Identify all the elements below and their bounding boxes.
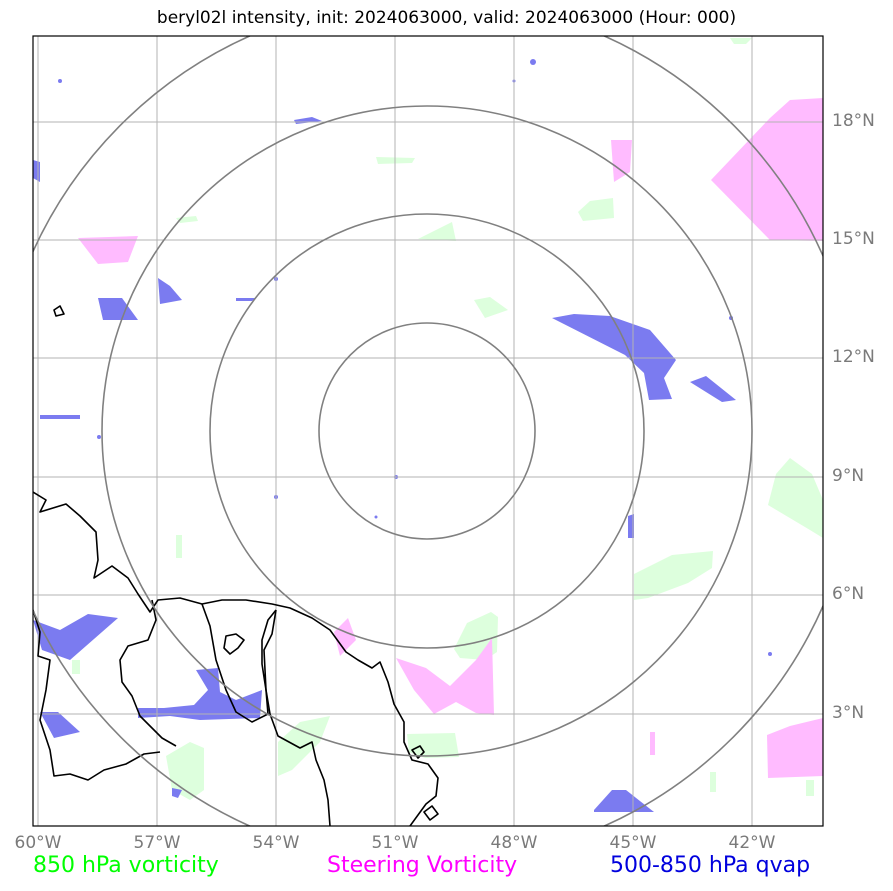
qvap-spot xyxy=(58,79,62,83)
qvap-patch xyxy=(158,278,182,304)
range-ring xyxy=(318,322,536,540)
lon-label: 54°W xyxy=(252,833,300,853)
french-guiana-border xyxy=(263,609,331,826)
vorticity-patch xyxy=(176,535,182,558)
lat-label: 12°N xyxy=(832,347,875,367)
suriname-border xyxy=(201,603,277,723)
vorticity-patch xyxy=(578,198,614,221)
range-ring xyxy=(101,105,753,757)
steering-vorticity-patch xyxy=(650,732,655,755)
vorticity-patch xyxy=(634,551,713,600)
vorticity-patch xyxy=(474,297,508,318)
vorticity-patch xyxy=(418,222,456,241)
lat-label: 18°N xyxy=(832,111,875,131)
steering-vorticity-patch xyxy=(767,718,823,778)
qvap-patch xyxy=(236,298,256,301)
steering-vorticity-patch xyxy=(711,98,823,241)
lon-label: 51°W xyxy=(371,833,419,853)
coastlines xyxy=(33,305,439,826)
qvap-patch xyxy=(33,614,118,660)
lon-label: 48°W xyxy=(490,833,538,853)
qvap-spot xyxy=(97,435,101,439)
gridlines xyxy=(33,36,823,826)
legend-qvap: 500-850 hPa qvap xyxy=(610,853,811,878)
qvap-patch xyxy=(552,314,676,400)
island-outline xyxy=(53,305,65,317)
qvap-layer xyxy=(33,59,772,812)
lat-label: 9°N xyxy=(832,466,865,486)
legend-850-vorticity: 850 hPa vorticity xyxy=(33,853,219,878)
map-title: beryl02l intensity, init: 2024063000, va… xyxy=(156,8,737,28)
vorticity-patch xyxy=(407,733,459,758)
steering-vorticity-patch xyxy=(611,140,632,182)
legend-steering-vorticity: Steering Vorticity xyxy=(327,853,518,878)
south-america-coastline xyxy=(33,491,439,826)
vorticity-patch xyxy=(72,660,80,674)
steering-vorticity-patch xyxy=(396,638,494,715)
venezuela-border xyxy=(33,609,161,781)
lat-label: 6°N xyxy=(832,584,865,604)
qvap-spot xyxy=(768,652,772,656)
steering-vorticity-patch xyxy=(78,236,138,264)
steering-vorticity-patch xyxy=(334,618,356,656)
lon-label: 60°W xyxy=(14,833,62,853)
vorticity-patch xyxy=(806,780,814,796)
qvap-patch xyxy=(40,712,80,738)
qvap-patch xyxy=(98,298,138,320)
qvap-patch xyxy=(594,790,654,812)
qvap-patch xyxy=(294,117,322,124)
vorticity-patch xyxy=(730,38,752,44)
lon-label: 57°W xyxy=(133,833,181,853)
qvap-spot xyxy=(374,515,378,519)
lon-label: 45°W xyxy=(609,833,657,853)
map-frame xyxy=(32,35,824,827)
qvap-spot xyxy=(530,59,536,65)
lat-label: 3°N xyxy=(832,703,865,723)
guyana-border xyxy=(119,599,177,747)
range-rings xyxy=(33,36,823,826)
lake-outline xyxy=(223,633,245,655)
vorticity-patch xyxy=(166,742,204,800)
vorticity-patch xyxy=(710,772,716,792)
steering-vorticity-layer xyxy=(78,98,823,778)
qvap-patch xyxy=(172,788,182,798)
lat-label: 15°N xyxy=(832,229,875,249)
range-ring xyxy=(209,213,645,649)
vorticity-patch xyxy=(768,458,823,538)
qvap-patch xyxy=(138,668,262,720)
qvap-patch xyxy=(690,376,736,402)
qvap-patch xyxy=(40,415,80,419)
lon-label: 42°W xyxy=(728,833,776,853)
qvap-patch xyxy=(33,160,40,182)
